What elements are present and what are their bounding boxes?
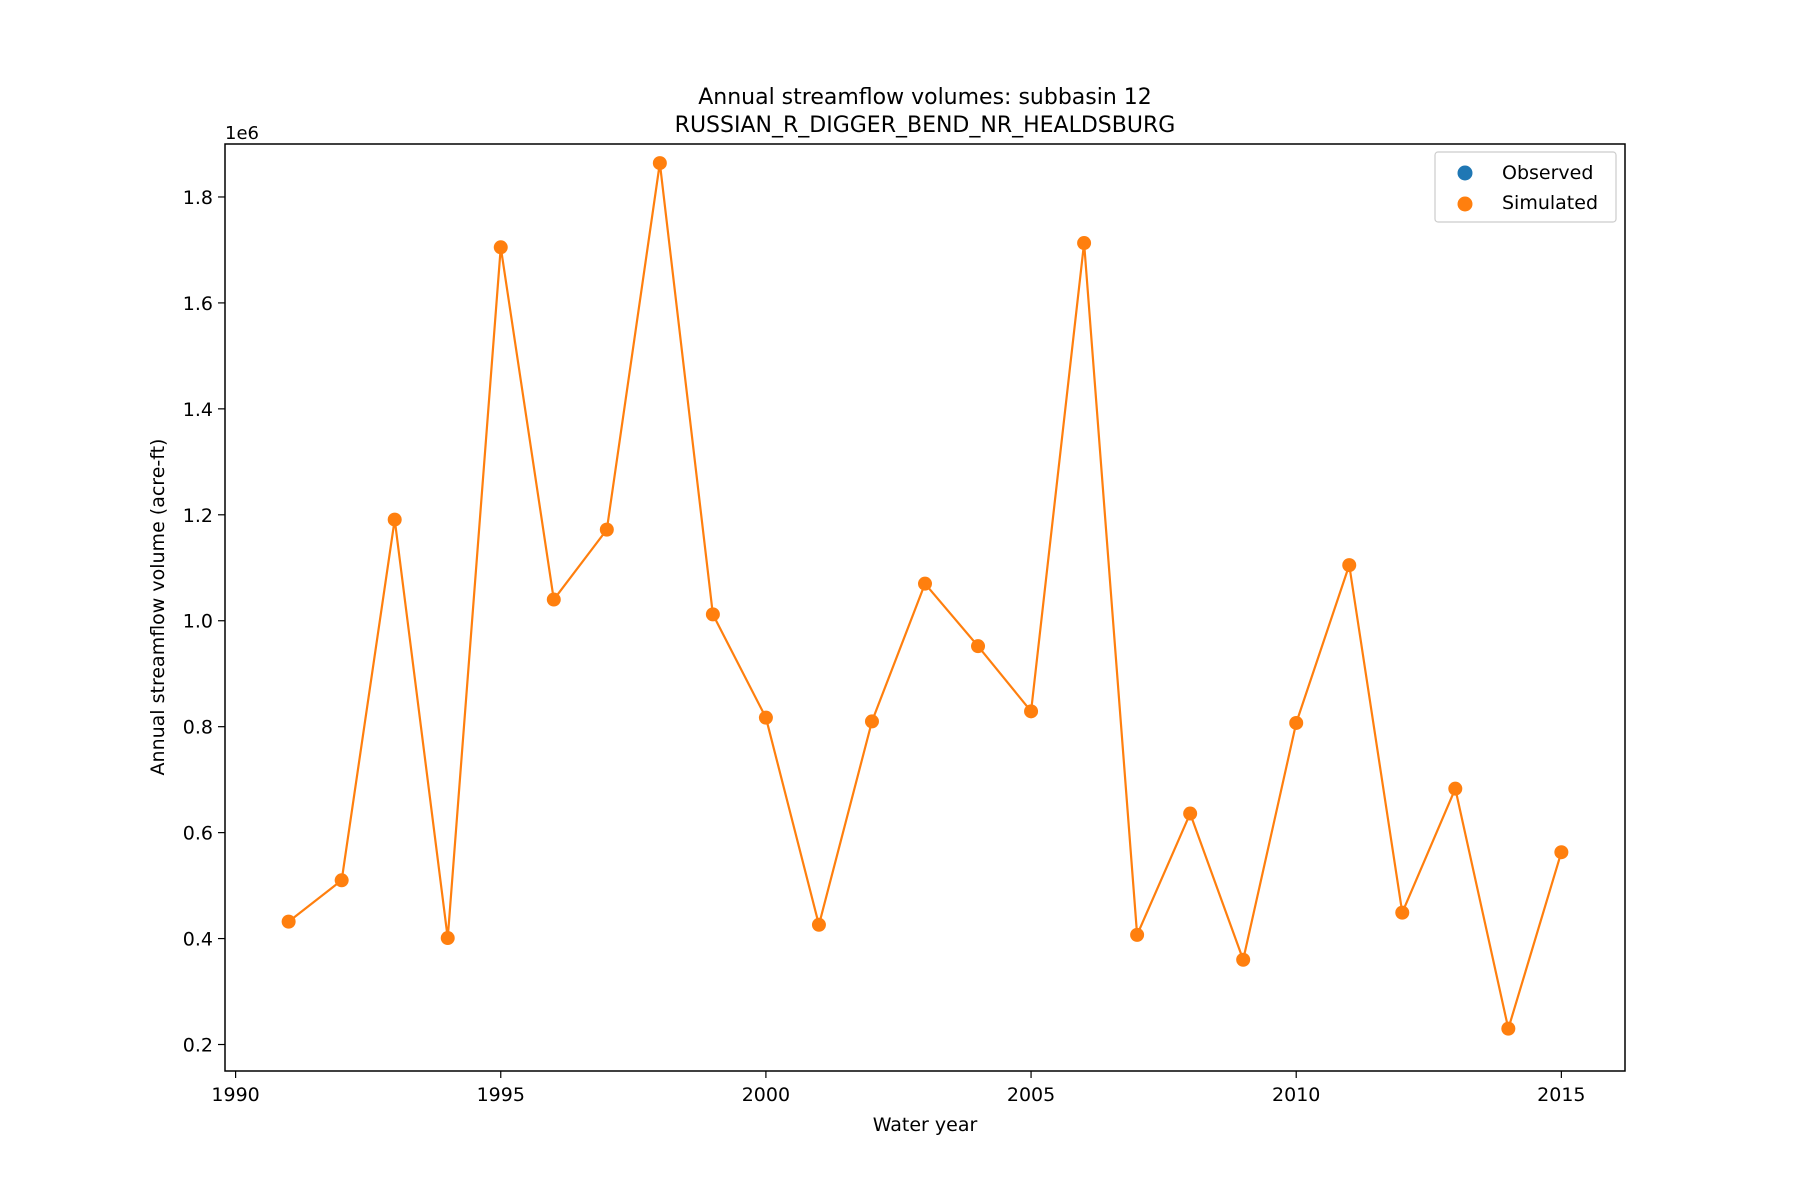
y-tick-label: 0.2 [183, 1035, 213, 1057]
y-tick-label: 1.6 [183, 293, 213, 315]
data-point-simulated [493, 240, 508, 255]
y-tick-label: 0.4 [183, 929, 213, 951]
y-axis: 0.2 0.4 0.6 0.8 1.0 1.2 1.4 1.6 1.8 [183, 187, 225, 1057]
data-point-simulated [652, 156, 667, 171]
y-tick-label: 1.8 [183, 187, 213, 209]
legend-label-simulated: Simulated [1502, 192, 1598, 214]
y-tick-label: 1.2 [183, 505, 213, 527]
data-point-simulated [546, 592, 561, 607]
data-point-simulated [1289, 715, 1304, 730]
data-point-simulated [1501, 1021, 1516, 1036]
data-point-simulated [1554, 845, 1569, 860]
data-point-simulated [1236, 952, 1251, 967]
legend-frame [1434, 151, 1617, 223]
data-point-simulated [1077, 236, 1092, 251]
data-point-simulated [1342, 558, 1357, 573]
data-point-simulated [334, 873, 349, 888]
data-point-simulated [1130, 927, 1145, 942]
legend-marker-observed [1457, 165, 1473, 181]
y-axis-label: Annual streamflow volume (acre-ft) [147, 439, 169, 776]
data-point-simulated [440, 931, 455, 946]
data-point-simulated [1448, 781, 1463, 796]
data-point-simulated [971, 639, 986, 654]
x-tick-label: 1995 [477, 1084, 525, 1106]
data-point-simulated [599, 522, 614, 537]
data-point-simulated [864, 714, 879, 729]
data-point-simulated [1183, 806, 1198, 821]
plot-area: 1990 1995 2000 2005 2010 2015 0.2 0.4 0.6 0.8 1.0… [183, 143, 1626, 1106]
data-point-simulated [281, 914, 296, 929]
legend-marker-simulated [1457, 196, 1473, 212]
data-point-simulated [918, 576, 932, 591]
plot-frame [224, 143, 1626, 1072]
data-point-simulated [1024, 704, 1039, 719]
chart-title: Annual streamflow volumes: subbasin 12 [698, 85, 1152, 110]
chart-subtitle: RUSSIAN_R_DIGGER_BEND_NR_HEALDSBURG [675, 113, 1176, 138]
series-layer [281, 156, 1569, 1036]
legend: Observed Simulated [1434, 151, 1617, 223]
data-point-simulated [1395, 905, 1410, 920]
x-tick-label: 2005 [1007, 1084, 1055, 1106]
x-axis: 1990 1995 2000 2005 2010 2015 [211, 1071, 1586, 1106]
y-tick-label: 0.8 [183, 717, 213, 739]
x-axis-label: Water year [873, 1114, 978, 1136]
x-tick-label: 2015 [1537, 1084, 1585, 1106]
data-point-simulated [758, 710, 773, 725]
x-tick-label: 2000 [742, 1084, 790, 1106]
y-tick-label: 1.4 [183, 399, 213, 421]
legend-label-observed: Observed [1502, 162, 1593, 184]
x-tick-label: 2010 [1272, 1084, 1320, 1106]
y-tick-label: 1.0 [183, 611, 213, 633]
y-offset-label: 1e6 [225, 123, 259, 144]
data-point-simulated [705, 607, 720, 622]
x-tick-label: 1990 [211, 1084, 259, 1106]
data-point-simulated [811, 917, 826, 932]
y-tick-label: 0.6 [183, 823, 213, 845]
data-point-simulated [387, 512, 402, 527]
